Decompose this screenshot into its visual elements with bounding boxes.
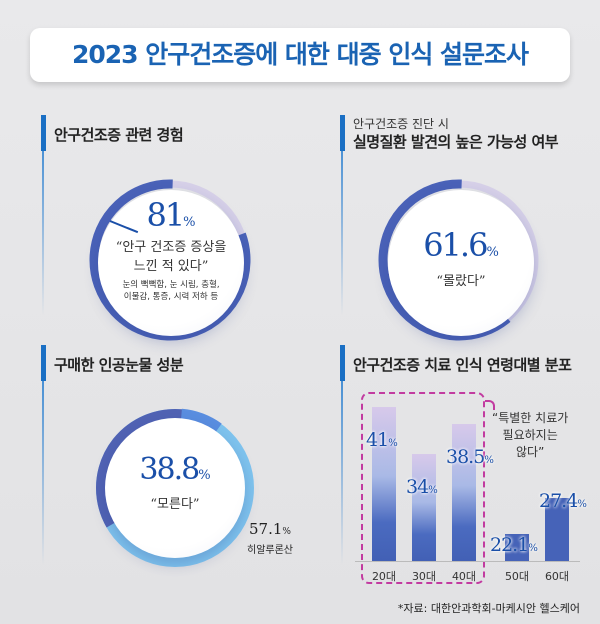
x-tick-label: 20대: [371, 570, 397, 583]
divider: [341, 345, 343, 565]
highlight-box: [361, 392, 485, 584]
bar-value-label: 41%: [366, 428, 398, 451]
section-heading: 구매한 인공눈물 성분: [54, 356, 184, 374]
section-heading: 안구건조증 관련 경험: [54, 126, 184, 144]
note: 이물감, 통증, 시력 저하 등: [123, 292, 219, 302]
quote: “몰랐다”: [436, 274, 486, 289]
divider: [42, 115, 44, 315]
stat-value: 81: [146, 196, 185, 234]
bar-30대: [412, 453, 436, 561]
section-marker: [340, 115, 345, 151]
section-heading: 안구건조증 치료 인식 연령대별 분포: [353, 356, 572, 374]
source: *자료: 대한안과학회-마케시안 헬스케어: [397, 602, 580, 615]
quote: “안구 건조증 증상을: [115, 240, 227, 255]
callout-connector: [485, 400, 495, 410]
divider: [341, 115, 343, 315]
ring-81: [89, 179, 251, 341]
quote: 느낀 적 있다”: [133, 259, 209, 274]
callout: “특별한 치료가 필요하지는 않다”: [492, 411, 569, 459]
bar-40대: [452, 423, 476, 561]
x-tick-label: 30대: [411, 570, 437, 583]
bar-20대: [372, 406, 396, 561]
section-subheading: 안구건조증 진단 시: [353, 117, 449, 131]
section-marker: [41, 115, 46, 151]
section-heading: 실명질환 발견의 높은 가능성 여부: [353, 133, 559, 151]
divider: [42, 345, 44, 565]
bar-60대: [545, 498, 569, 561]
stat-value: 38.8: [139, 452, 200, 487]
ring-donut: [95, 408, 255, 568]
bar-value-label: 38.5%: [446, 445, 494, 468]
section-marker: [340, 345, 345, 381]
stat-value-2: 57.1: [249, 520, 283, 538]
x-tick-label: 40대: [451, 570, 477, 583]
ring-61-6: [378, 179, 540, 341]
stat-circle: 38.8% “모른다”: [105, 418, 245, 558]
note: 눈의 뻑뻑함, 눈 시림, 충혈,: [122, 280, 220, 290]
bar-value-label: 22.1%: [490, 534, 538, 556]
quote: “모른다”: [150, 497, 200, 512]
x-tick-label: 50대: [504, 570, 530, 583]
bar-value-label: 34%: [406, 475, 438, 498]
stat-circle: 81% “안구 건조증 증상을 느낀 적 있다” 눈의 뻑뻑함, 눈 시림, 충…: [98, 190, 244, 336]
stat-circle: 61.6% “몰랐다”: [388, 190, 534, 336]
section-marker: [41, 345, 46, 381]
page-title: 2023 안구건조증에 대한 대중 인식 설문조사: [30, 28, 570, 82]
x-axis: [355, 561, 580, 562]
stat-value: 61.6: [423, 226, 488, 264]
stat-label-2: 히알루론산: [247, 545, 293, 556]
bar-value-label: 27.4%: [539, 490, 587, 513]
x-tick-label: 60대: [544, 570, 570, 583]
bar-50대: [505, 533, 529, 561]
